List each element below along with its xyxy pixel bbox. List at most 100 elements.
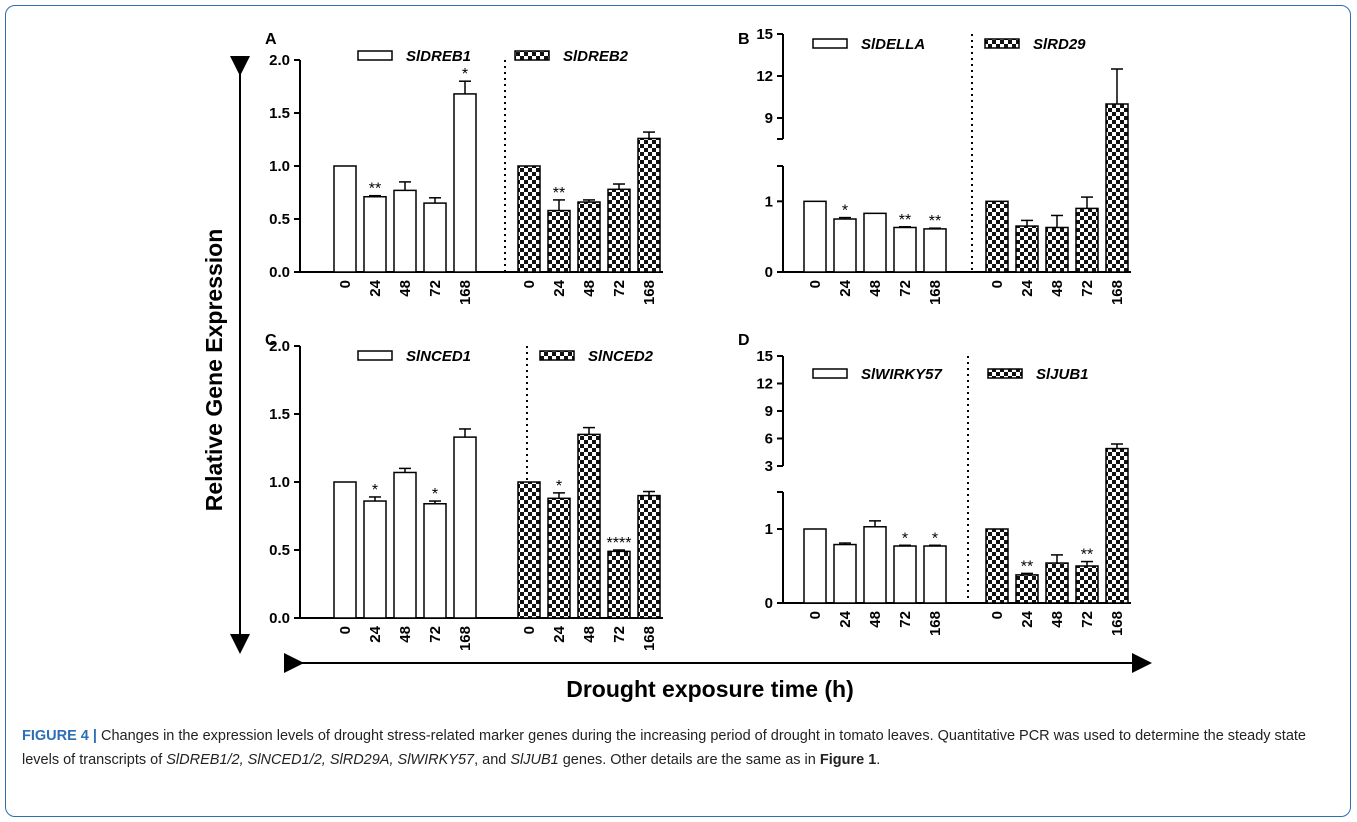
y-tick-label: 2.0 (269, 52, 290, 69)
significance-mark: * (462, 66, 468, 83)
y-tick-label: 0.0 (269, 610, 290, 627)
bar (1105, 447, 1129, 604)
panel-label-d: D (738, 332, 750, 349)
bar (637, 137, 661, 273)
legend-swatch (987, 368, 1023, 379)
bar (333, 165, 357, 273)
x-tick-label: 24 (1019, 279, 1036, 296)
y-tick-label: 15 (756, 26, 773, 43)
legend-swatch (812, 368, 848, 379)
bar (803, 200, 827, 273)
y-tick-label: 12 (756, 376, 773, 393)
panel-a-chart: 0.0 0.5 1.0 1.5 2.0 0 ** 24 48 72 * 168 0 ** 24 48 72 168… (269, 48, 663, 305)
x-tick-label: 0 (521, 626, 538, 634)
caption-genes-1: SlDREB1/2, SlNCED1/2, SlRD29A, SlWIRKY57 (166, 752, 475, 768)
bar (1015, 574, 1039, 604)
y-tick-label: 6 (765, 431, 773, 448)
x-tick-label: 0 (521, 280, 538, 288)
x-tick-label: 72 (427, 626, 444, 643)
bar (985, 528, 1009, 604)
bar (453, 93, 477, 273)
legend-label: SlDREB2 (563, 48, 629, 65)
panel-b-chart: 0 1 9 12 15 0 * 24 48 ** 72 ** 168 0 24 48 72 168 SlDELLA S… (756, 26, 1131, 305)
x-tick-label: 48 (397, 280, 414, 297)
bar (803, 528, 827, 604)
legend-label: SlRD29 (1033, 36, 1086, 53)
significance-mark: ** (1081, 547, 1093, 564)
bar (577, 201, 601, 273)
x-tick-label: 24 (1019, 610, 1036, 627)
legend-label: SlDELLA (861, 36, 925, 53)
bar (393, 471, 417, 619)
bar (893, 545, 917, 604)
caption-figure-ref[interactable]: Figure 1 (819, 752, 877, 768)
bar (607, 550, 631, 619)
bar (1075, 207, 1099, 273)
significance-mark: ** (553, 185, 565, 202)
x-tick-label: 0 (807, 611, 824, 619)
panel-label-b: B (738, 31, 750, 48)
bar (577, 433, 601, 619)
y-tick-label: 0.5 (269, 211, 290, 228)
bar (517, 481, 541, 619)
significance-mark: ** (369, 181, 381, 198)
y-tick-label: 1 (765, 193, 773, 210)
bar (863, 212, 887, 273)
x-tick-label: 72 (611, 626, 628, 643)
x-tick-label: 168 (641, 626, 658, 651)
x-tick-label: 24 (551, 279, 568, 296)
legend-label: SlNCED2 (588, 348, 654, 365)
x-tick-label: 168 (1109, 280, 1126, 305)
significance-mark: * (842, 203, 848, 220)
y-tick-label: 1 (765, 521, 773, 538)
bar (637, 494, 661, 619)
x-tick-label: 72 (1079, 280, 1096, 297)
legend-swatch (514, 50, 550, 61)
legend-swatch (984, 38, 1020, 49)
x-tick-label: 24 (837, 610, 854, 627)
x-tick-label: 48 (397, 626, 414, 643)
y-tick-label: 1.5 (269, 105, 290, 122)
panel-label-c: C (265, 332, 277, 349)
significance-mark: * (432, 486, 438, 503)
figure-caption: FIGURE 4 | Changes in the expression lev… (22, 724, 1342, 772)
x-tick-label: 72 (897, 280, 914, 297)
legend-swatch (357, 50, 393, 61)
x-tick-label: 48 (581, 626, 598, 643)
bar (1105, 103, 1129, 273)
significance-mark: * (932, 530, 938, 547)
x-tick-label: 0 (989, 611, 1006, 619)
bar (363, 195, 387, 273)
y-tick-label: 12 (756, 68, 773, 85)
legend-label: SlDREB1 (406, 48, 471, 65)
bar (985, 200, 1009, 273)
y-tick-label: 1.0 (269, 158, 290, 175)
caption-text-2: , and (474, 752, 511, 768)
x-tick-label: 0 (337, 280, 354, 288)
x-tick-label: 48 (1049, 280, 1066, 297)
x-tick-label: 48 (1049, 611, 1066, 628)
y-tick-label: 2.0 (269, 338, 290, 355)
x-tick-label: 24 (837, 279, 854, 296)
x-tick-label: 24 (551, 625, 568, 642)
x-tick-label: 72 (611, 280, 628, 297)
bar (893, 226, 917, 273)
x-tick-label: 168 (927, 280, 944, 305)
x-tick-label: 48 (581, 280, 598, 297)
y-tick-label: 0 (765, 595, 773, 612)
significance-mark: ** (929, 213, 941, 230)
y-tick-label: 9 (765, 110, 773, 127)
caption-text-3: genes. Other details are the same as in (558, 752, 820, 768)
bar (863, 526, 887, 604)
x-axis-title: Drought exposure time (h) (566, 676, 854, 702)
caption-figure-label: FIGURE 4 | (22, 728, 97, 744)
significance-mark: ** (899, 212, 911, 229)
bar (1045, 562, 1069, 604)
x-tick-label: 0 (807, 280, 824, 288)
significance-mark: ** (1021, 558, 1033, 575)
legend-label: SlJUB1 (1036, 366, 1089, 383)
legend-label: SlNCED1 (406, 348, 471, 365)
x-tick-label: 0 (989, 280, 1006, 288)
y-axis-title: Relative Gene Expression (201, 229, 227, 512)
